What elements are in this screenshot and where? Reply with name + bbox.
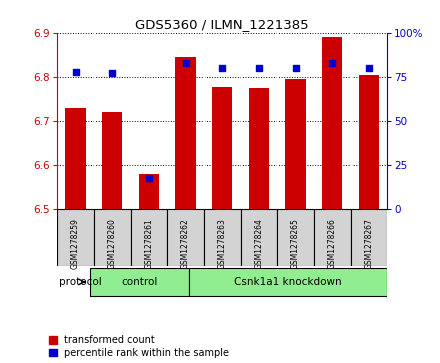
Point — [365, 65, 372, 71]
Bar — [167, 209, 204, 266]
Text: GSM1278261: GSM1278261 — [144, 218, 154, 269]
Bar — [314, 209, 351, 266]
Text: GSM1278259: GSM1278259 — [71, 218, 80, 269]
Point — [255, 65, 262, 71]
Point — [329, 60, 336, 66]
Bar — [359, 75, 379, 209]
Bar — [90, 268, 189, 296]
Text: control: control — [121, 277, 158, 287]
Text: protocol: protocol — [59, 277, 102, 287]
Bar — [131, 209, 167, 266]
Text: Csnk1a1 knockdown: Csnk1a1 knockdown — [235, 277, 342, 287]
Legend: transformed count, percentile rank within the sample: transformed count, percentile rank withi… — [49, 335, 229, 358]
Bar — [139, 174, 159, 209]
Bar — [57, 209, 94, 266]
Title: GDS5360 / ILMN_1221385: GDS5360 / ILMN_1221385 — [136, 19, 309, 32]
Bar — [212, 86, 232, 209]
Bar — [204, 209, 241, 266]
Bar — [189, 268, 387, 296]
Text: GSM1278265: GSM1278265 — [291, 218, 300, 269]
Point — [109, 70, 116, 76]
Text: GSM1278262: GSM1278262 — [181, 218, 190, 269]
Bar — [94, 209, 131, 266]
Text: GSM1278260: GSM1278260 — [108, 218, 117, 269]
Bar — [66, 108, 86, 209]
Point — [145, 175, 152, 180]
Text: GSM1278266: GSM1278266 — [328, 218, 337, 269]
Text: GSM1278263: GSM1278263 — [218, 218, 227, 269]
Point — [72, 69, 79, 74]
Bar — [322, 37, 342, 209]
Bar — [176, 57, 196, 209]
Bar — [351, 209, 387, 266]
Point — [292, 65, 299, 71]
Bar — [241, 209, 277, 266]
Point — [182, 60, 189, 66]
Text: GSM1278267: GSM1278267 — [364, 218, 374, 269]
Bar — [277, 209, 314, 266]
Bar — [286, 79, 306, 209]
Bar — [102, 112, 122, 209]
Bar — [249, 88, 269, 209]
Point — [219, 65, 226, 71]
Text: GSM1278264: GSM1278264 — [254, 218, 264, 269]
